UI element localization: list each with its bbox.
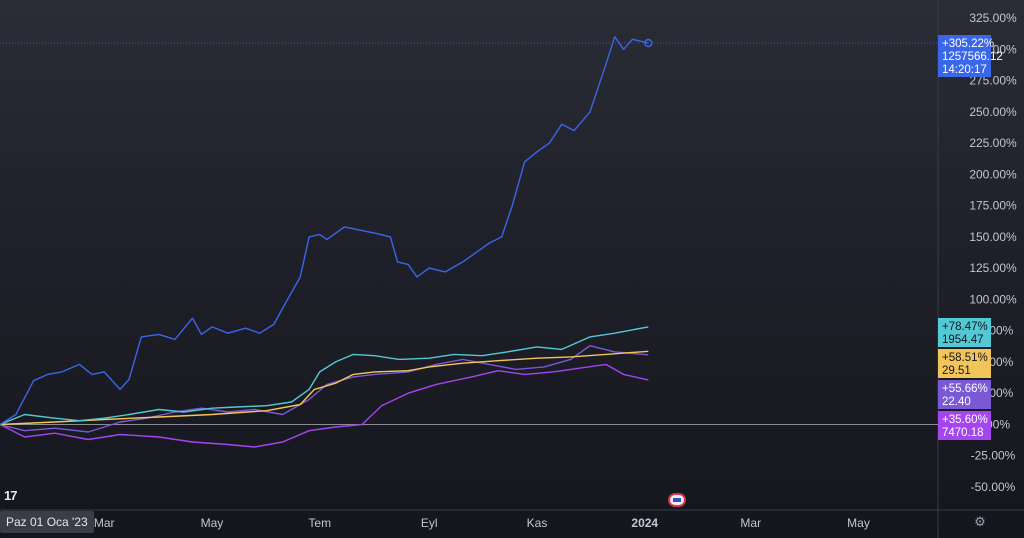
y-tick-label: 250.00%	[969, 105, 1017, 119]
series-line	[0, 326, 649, 426]
x-tick-label: Tem	[308, 516, 331, 530]
series-value-badge	[938, 349, 991, 378]
series-badge-text: 1257566.12	[942, 51, 1003, 63]
series-badge-text: 29.51	[942, 365, 971, 377]
y-tick-label: 225.00%	[969, 136, 1017, 150]
y-tick-label: -50.00%	[971, 480, 1016, 494]
tradingview-logo-icon[interactable]: 17	[4, 488, 18, 503]
series-badge-text: +55.66%	[942, 383, 988, 395]
x-tick-label: 2024	[631, 516, 658, 530]
y-tick-label: -25.00%	[971, 449, 1016, 463]
y-tick-label: 275.00%	[969, 74, 1017, 88]
series-badge-text: 14:20:17	[942, 64, 987, 76]
series-value-badge	[938, 35, 991, 77]
series-value-badge	[938, 318, 991, 347]
y-tick-label: 100.00%	[969, 292, 1017, 306]
y-tick-label: 175.00%	[969, 199, 1017, 213]
series-line	[0, 345, 649, 433]
series-badge-text: 22.40	[942, 396, 971, 408]
x-tick-label: Mar	[740, 516, 761, 530]
series-badge-text: +35.60%	[942, 414, 988, 426]
series-badge-text: +305.22%	[942, 38, 994, 50]
series-value-badge	[938, 380, 991, 409]
series-line	[0, 363, 649, 448]
x-tick-label: Kas	[527, 516, 548, 530]
y-tick-label: 150.00%	[969, 230, 1017, 244]
series-line	[0, 36, 649, 426]
series-badge-text: +78.47%	[942, 321, 988, 333]
x-tick-label: May	[847, 516, 870, 530]
y-tick-label: 125.00%	[969, 261, 1017, 275]
series-badge-text: +58.51%	[942, 352, 988, 364]
series-badge-text: 7470.18	[942, 427, 984, 439]
x-tick-label: Eyl	[421, 516, 438, 530]
series-badge-text: 1954.47	[942, 334, 984, 346]
x-tick-label: May	[201, 516, 224, 530]
crosshair-date-label: Paz 01 Oca '23	[0, 511, 94, 533]
series-value-badge	[938, 411, 991, 440]
y-tick-label: 200.00%	[969, 167, 1017, 181]
settings-gear-icon[interactable]: ⚙	[974, 514, 986, 529]
x-tick-label: Mar	[94, 516, 115, 530]
last-value-dot	[644, 38, 653, 48]
us-flag-event-icon[interactable]	[668, 493, 686, 507]
series-line	[0, 350, 649, 426]
y-tick-label: 325.00%	[969, 11, 1017, 25]
